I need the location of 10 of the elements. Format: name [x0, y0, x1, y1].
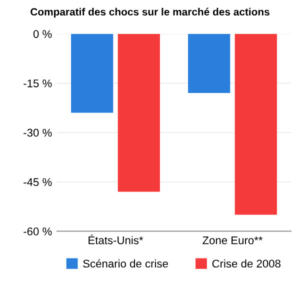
y-tick-label: 0 % [33, 30, 52, 38]
y-tick-label: -15 % [24, 80, 52, 88]
x-tick-label: Zone Euro** [202, 236, 263, 244]
y-tick-label: -45 % [24, 178, 52, 186]
y-tick-label: -60 % [24, 228, 52, 236]
legend-label: Crise de 2008 [212, 259, 280, 268]
y-tick-label: -30 % [24, 128, 52, 137]
legend-label: Scénario de crise [83, 259, 168, 268]
x-tick-label: États-Unis* [88, 234, 144, 244]
chart-title: Comparatif des chocs sur le marché des actions [30, 8, 270, 18]
